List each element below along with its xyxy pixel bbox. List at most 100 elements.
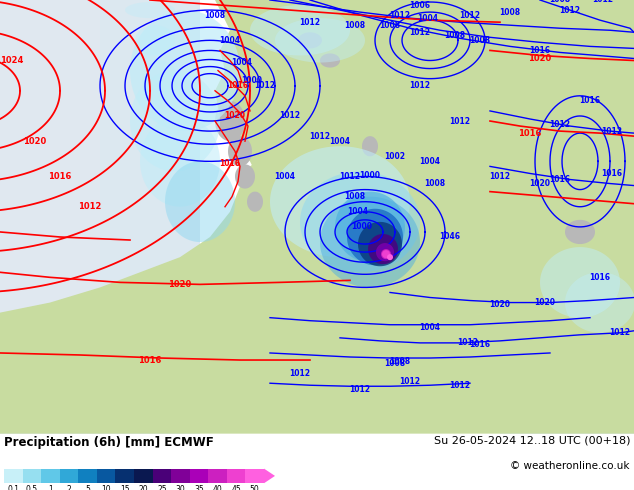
Text: 1020: 1020 [489, 300, 510, 309]
Text: 1016: 1016 [602, 169, 623, 178]
Polygon shape [215, 0, 634, 293]
Text: 1008: 1008 [384, 359, 406, 368]
Text: © weatheronline.co.uk: © weatheronline.co.uk [510, 461, 630, 471]
Text: 1016: 1016 [590, 273, 611, 282]
Text: 1046: 1046 [439, 232, 460, 242]
Polygon shape [387, 254, 393, 260]
Text: 1008: 1008 [204, 11, 226, 20]
Text: Su 26-05-2024 12..18 UTC (00+18): Su 26-05-2024 12..18 UTC (00+18) [434, 436, 630, 446]
Bar [134, 468, 153, 483]
Text: 1012: 1012 [349, 385, 370, 394]
Text: 1004: 1004 [330, 137, 351, 146]
Text: 1006: 1006 [410, 0, 430, 9]
Bar [245, 468, 264, 483]
Polygon shape [565, 272, 634, 333]
Text: 1004: 1004 [219, 36, 240, 45]
Polygon shape [358, 222, 402, 266]
Text: 1012: 1012 [458, 339, 479, 347]
Text: 1012: 1012 [460, 11, 481, 20]
Bar [60, 468, 78, 483]
Text: 1020: 1020 [534, 298, 555, 307]
Polygon shape [565, 220, 595, 244]
Text: 1008: 1008 [469, 36, 491, 45]
Polygon shape [368, 234, 398, 264]
Bar [97, 468, 115, 483]
Text: 1012: 1012 [290, 368, 311, 378]
Polygon shape [362, 136, 378, 156]
Text: 0.1: 0.1 [7, 485, 19, 490]
Polygon shape [275, 18, 365, 63]
Text: 1012: 1012 [609, 328, 630, 337]
Text: 1020: 1020 [528, 54, 552, 63]
Polygon shape [335, 192, 405, 262]
Text: 1004: 1004 [275, 172, 295, 181]
Text: 1012: 1012 [299, 18, 321, 26]
Text: 1004: 1004 [420, 157, 441, 166]
Polygon shape [270, 146, 410, 257]
Text: 20: 20 [138, 485, 148, 490]
Bar [115, 468, 134, 483]
Polygon shape [0, 151, 634, 434]
Text: 1020: 1020 [169, 280, 191, 289]
Bar [23, 468, 41, 483]
Bar [171, 468, 190, 483]
Text: 10: 10 [101, 485, 111, 490]
Polygon shape [298, 32, 322, 49]
Polygon shape [215, 101, 245, 141]
Text: 1012: 1012 [410, 81, 430, 90]
Text: 30: 30 [176, 485, 185, 490]
Text: 1012: 1012 [450, 381, 470, 390]
Polygon shape [165, 161, 235, 242]
Polygon shape [270, 0, 634, 184]
Text: 1008: 1008 [344, 21, 366, 30]
Polygon shape [235, 164, 255, 189]
Text: 40: 40 [212, 485, 223, 490]
Bar [41, 468, 60, 483]
Text: 1012: 1012 [79, 202, 101, 211]
Text: 1012: 1012 [399, 377, 420, 386]
Text: 1016: 1016 [519, 128, 541, 138]
Polygon shape [140, 116, 220, 207]
Text: 1008: 1008 [444, 31, 465, 40]
Bar [500, 0, 634, 434]
Text: 1024: 1024 [0, 56, 23, 65]
Text: 1012: 1012 [309, 132, 330, 141]
Text: 1012: 1012 [593, 0, 614, 4]
Polygon shape [300, 172, 420, 272]
Text: 1004: 1004 [347, 207, 368, 216]
Text: 1008: 1008 [344, 192, 366, 201]
Text: 1020: 1020 [529, 179, 550, 188]
Text: 1016: 1016 [228, 81, 249, 90]
Text: 1004: 1004 [420, 323, 441, 332]
Text: 1012: 1012 [550, 120, 571, 128]
Text: 45: 45 [231, 485, 241, 490]
Polygon shape [228, 136, 252, 167]
Polygon shape [250, 5, 350, 55]
Text: 1012: 1012 [389, 11, 410, 20]
Polygon shape [376, 243, 394, 261]
Polygon shape [125, 2, 175, 18]
Bar [78, 468, 97, 483]
Polygon shape [320, 196, 420, 288]
Polygon shape [142, 60, 178, 101]
Text: 1016: 1016 [470, 341, 491, 349]
Text: 1000: 1000 [242, 76, 262, 85]
Polygon shape [135, 25, 175, 55]
Polygon shape [130, 10, 240, 131]
Polygon shape [381, 249, 391, 259]
Bar [0, 0, 100, 434]
Text: 1016: 1016 [579, 97, 600, 105]
Text: 1008: 1008 [424, 179, 446, 188]
Text: 35: 35 [194, 485, 204, 490]
Text: 1012: 1012 [280, 112, 301, 121]
Bar [190, 468, 209, 483]
Text: 2: 2 [67, 485, 72, 490]
Text: 1004: 1004 [231, 58, 252, 67]
Text: 1008: 1008 [389, 357, 411, 366]
Polygon shape [347, 209, 403, 265]
Bar [0, 0, 200, 434]
Text: 1016: 1016 [529, 46, 550, 55]
Text: 1004: 1004 [418, 14, 439, 23]
Text: Precipitation (6h) [mm] ECMWF: Precipitation (6h) [mm] ECMWF [4, 436, 214, 449]
Text: 1012: 1012 [254, 81, 276, 90]
